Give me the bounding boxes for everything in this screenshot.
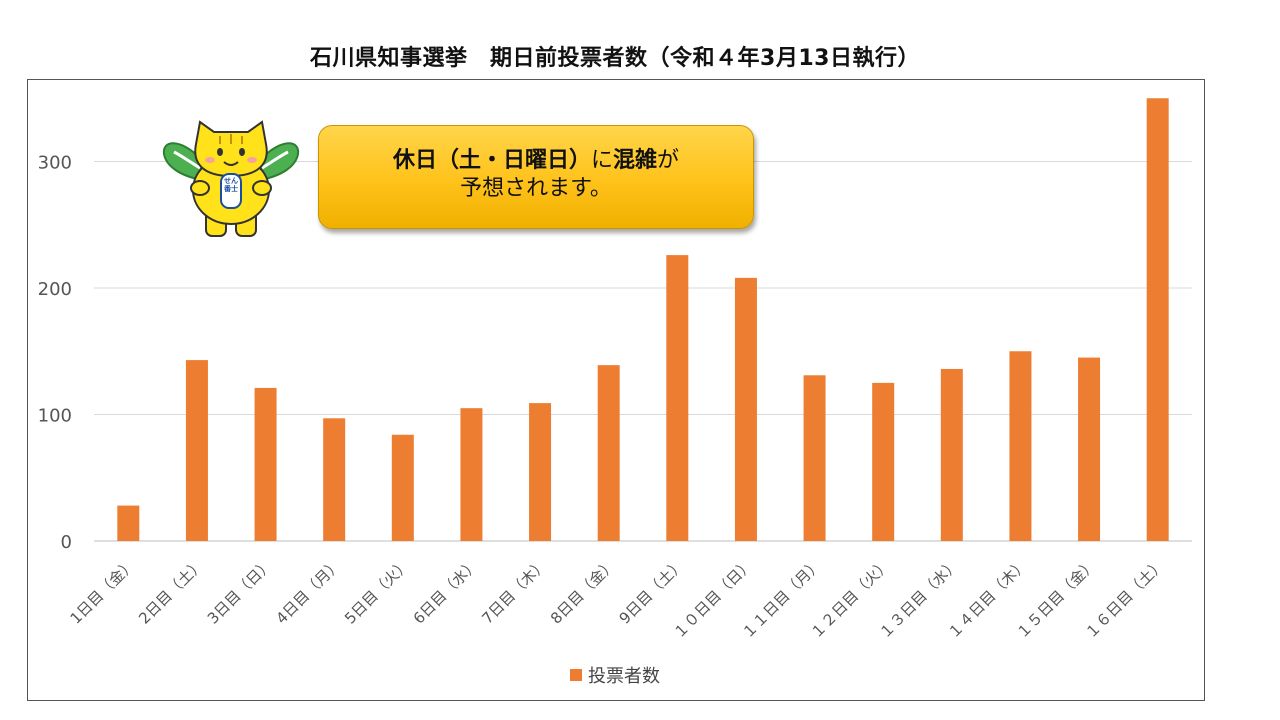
congestion-callout: 休日（土・日曜日）に混雑が 予想されます。 bbox=[318, 125, 754, 229]
x-tick-label: 7日目（木） bbox=[478, 555, 551, 628]
x-tick-label: 4日目（月） bbox=[273, 555, 346, 628]
y-tick-label: 200 bbox=[38, 279, 72, 300]
x-tick-label: 1日目（金） bbox=[67, 555, 140, 628]
chart-legend: 投票者数 bbox=[570, 662, 660, 688]
callout-text-ni: に bbox=[590, 148, 613, 173]
chart-title: 石川県知事選挙 期日前投票者数（令和４年3月13日執行） bbox=[310, 46, 920, 71]
x-tick-label: 9日目（土） bbox=[616, 555, 689, 628]
y-tick-label: 0 bbox=[61, 532, 72, 553]
legend-swatch bbox=[570, 669, 582, 681]
bar bbox=[940, 368, 963, 541]
bar bbox=[254, 387, 277, 541]
bar bbox=[323, 418, 346, 541]
x-tick-label: 5日目（火） bbox=[341, 555, 414, 628]
bar bbox=[117, 505, 140, 541]
x-tick-label: 3日目（日） bbox=[204, 555, 277, 628]
callout-bold-holiday: 休日（土・日曜日） bbox=[392, 148, 591, 173]
bar bbox=[803, 375, 826, 541]
chart-frame bbox=[27, 79, 1205, 701]
x-tick-label: 6日目（水） bbox=[410, 555, 483, 628]
mascot-badge-text: せん番士 bbox=[224, 177, 238, 193]
bar bbox=[734, 277, 757, 541]
x-tick-label: 2日目（土） bbox=[135, 555, 208, 628]
callout-text-ga: が bbox=[657, 148, 680, 173]
bar bbox=[666, 255, 689, 542]
bar bbox=[529, 403, 552, 541]
x-tick-label: 8日目（金） bbox=[547, 555, 620, 628]
bar bbox=[1078, 357, 1101, 541]
bar bbox=[597, 365, 620, 541]
legend-label: 投票者数 bbox=[588, 666, 660, 687]
y-tick-label: 100 bbox=[38, 406, 72, 427]
mascot-cat-icon: せん番士 bbox=[160, 118, 302, 246]
bar bbox=[391, 434, 414, 541]
bar bbox=[460, 408, 483, 541]
bar bbox=[1009, 351, 1032, 541]
bar bbox=[1146, 98, 1169, 541]
callout-line-1: 休日（土・日曜日）に混雑が bbox=[319, 147, 753, 175]
bar bbox=[872, 382, 895, 541]
y-tick-label: 300 bbox=[38, 153, 72, 174]
bar bbox=[185, 360, 208, 541]
callout-bold-congestion: 混雑 bbox=[613, 148, 658, 173]
callout-line-2: 予想されます。 bbox=[460, 176, 612, 201]
